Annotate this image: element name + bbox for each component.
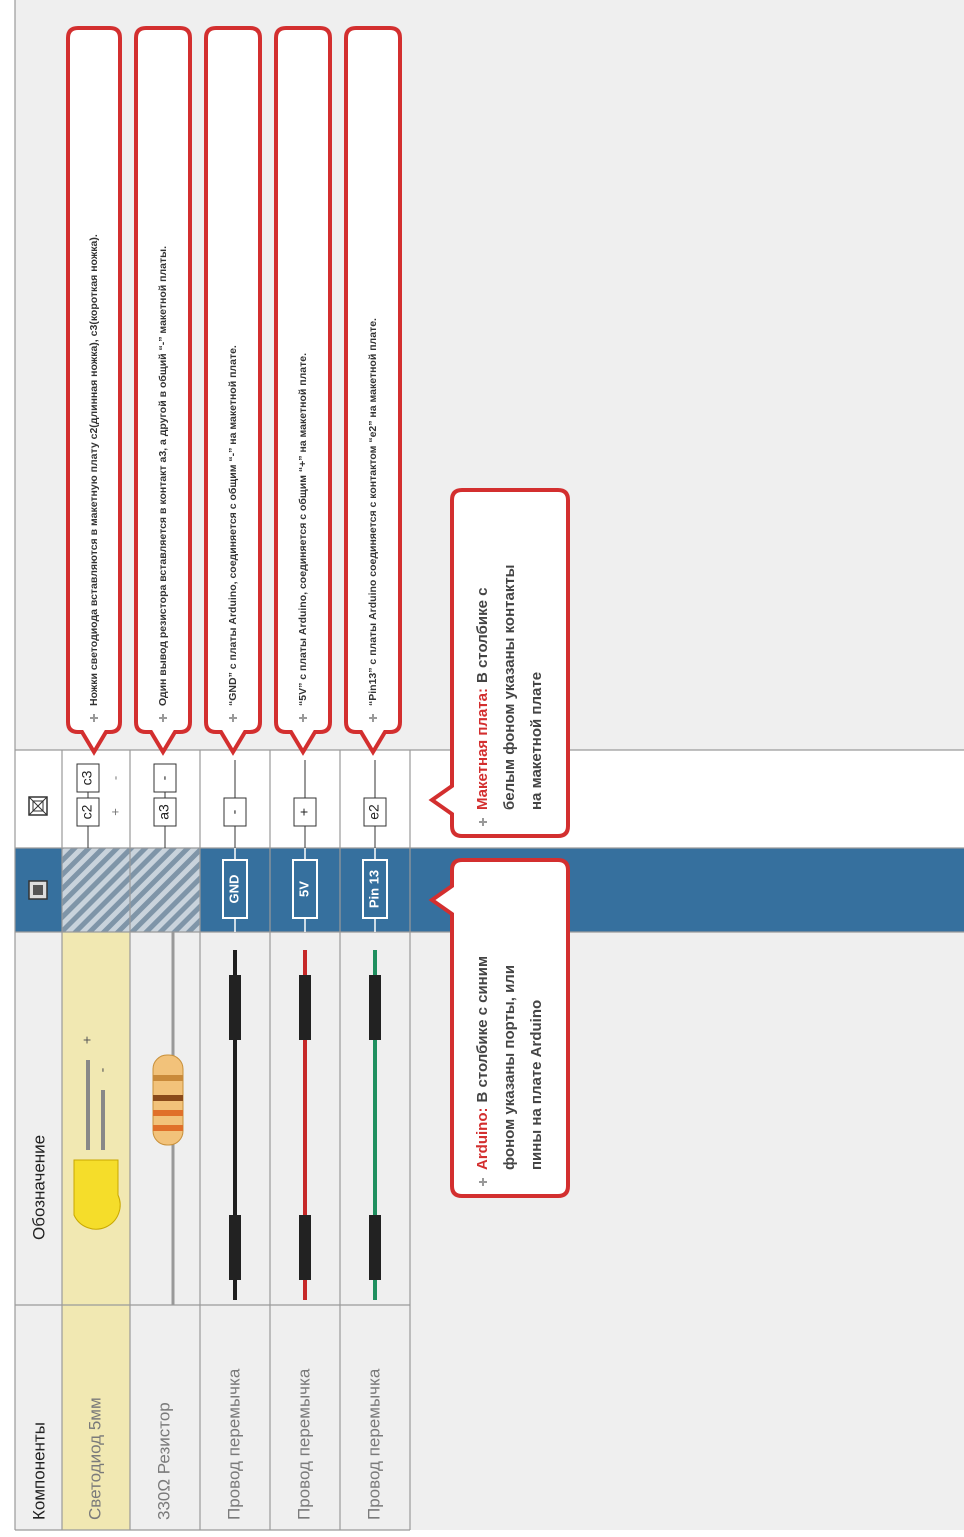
callout: [428, 858, 570, 1198]
led-polarity: +: [79, 1036, 95, 1044]
header: Обозначение: [29, 1135, 48, 1240]
grid: [14, 0, 964, 1531]
pin-label: +: [296, 808, 312, 816]
note: “GND” с платы Arduino, соединяется с общ…: [227, 345, 239, 706]
pin-label: c3: [79, 770, 95, 785]
polarity: +: [107, 808, 122, 816]
callout: [204, 26, 262, 756]
pin-label: e2: [366, 804, 382, 820]
component-name: Провод перемычка: [364, 1368, 383, 1520]
component-name: Провод перемычка: [224, 1368, 243, 1520]
note: Ножки светодиода вставляются в макетную …: [88, 234, 100, 706]
callout: [66, 26, 122, 756]
arduino-pin: 5V: [296, 881, 311, 897]
callout-line: пины на плате Arduino: [528, 1000, 545, 1170]
arduino-box: [362, 859, 388, 919]
component-name: 330Ω Резистор: [154, 1402, 173, 1520]
callout-text: Arduino: В столбике с синим: [474, 956, 491, 1170]
arduino-pin: GND: [226, 875, 241, 904]
resistor-band: [153, 1110, 183, 1116]
resistor-band: [153, 1125, 183, 1131]
arduino-box: [292, 859, 318, 919]
arduino-pin: Pin 13: [366, 870, 381, 908]
polarity: -: [107, 776, 122, 780]
hatched-cells: [62, 848, 200, 932]
bullet: [479, 818, 487, 826]
callout: [134, 26, 192, 756]
wire-end: [229, 1215, 241, 1280]
note: “5V” с платы Arduino, соединяется с общи…: [297, 353, 309, 706]
icons: [28, 796, 48, 900]
pin-box: [76, 763, 100, 793]
bullet: [90, 714, 98, 722]
wire-end: [369, 975, 381, 1040]
pin-label: -: [226, 809, 242, 814]
callout: [344, 26, 402, 756]
bullet: [369, 714, 377, 722]
wire-end: [369, 1215, 381, 1280]
pin-box: [153, 763, 177, 793]
callout-line: фоном указаны порты, или: [501, 965, 518, 1170]
bullet: [299, 714, 307, 722]
pin-label: -: [156, 775, 172, 780]
pin-box: [76, 797, 100, 827]
callout: [274, 26, 332, 756]
component-name: Светодиод 5мм: [85, 1397, 104, 1520]
pin-box: [153, 797, 177, 827]
arduino-box: [222, 859, 248, 919]
bullet: [159, 714, 167, 722]
callout-line: В столбике с синим: [474, 956, 491, 1103]
pin-box: [363, 797, 387, 827]
bullet: [479, 1178, 487, 1186]
callout-line: В столбике с: [474, 588, 491, 683]
led-body: [73, 1159, 121, 1230]
resistor-band: [153, 1075, 183, 1081]
wire-end: [229, 975, 241, 1040]
wire-end: [299, 975, 311, 1040]
resistor-band: [153, 1095, 183, 1101]
callout: [428, 488, 570, 838]
note: Один вывод резистора вставляется в конта…: [157, 246, 169, 706]
note: “Pin13” с платы Arduino соединяется с ко…: [367, 318, 379, 706]
highlight: [62, 932, 130, 1530]
callout-label: Макетная плата:: [474, 688, 491, 810]
callout-label: Arduino:: [474, 1108, 491, 1170]
bullet: [229, 714, 237, 722]
wire-end: [299, 1215, 311, 1280]
led-polarity: -: [94, 1067, 110, 1072]
callout-text: Макетная плата: В столбике с: [474, 588, 491, 810]
component-name: Провод перемычка: [294, 1368, 313, 1520]
pin-label: a3: [156, 804, 172, 820]
pin-label: c2: [79, 804, 95, 819]
callout-line: на макетной плате: [528, 672, 545, 810]
callout-line: белым фоном указаны контакты: [501, 565, 518, 811]
header: Компоненты: [29, 1422, 48, 1520]
pin-box: [223, 797, 247, 827]
pin-box: [293, 797, 317, 827]
